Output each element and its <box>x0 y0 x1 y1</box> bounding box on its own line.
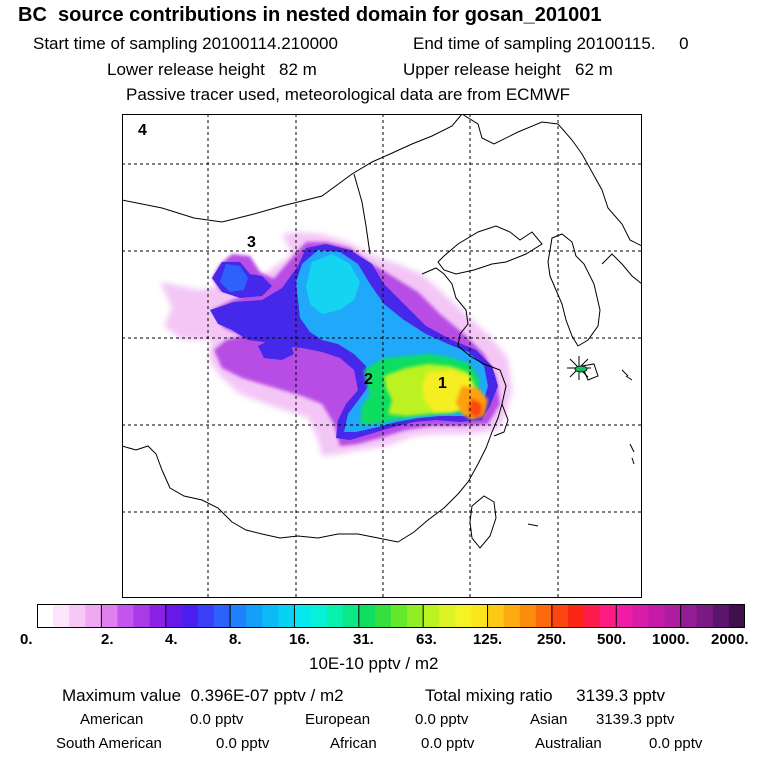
colorbar-cell <box>246 604 263 628</box>
south-american-value: 0.0 pptv <box>216 735 270 752</box>
page-title: BC source contributions in nested domain… <box>18 4 602 26</box>
colorbar-cell <box>632 604 650 628</box>
colorbar <box>37 604 745 628</box>
colorbar-cell <box>519 604 537 628</box>
colorbar-cell <box>262 604 279 628</box>
colorbar-tick-label: 4. <box>165 631 178 648</box>
colorbar-cell <box>342 604 360 628</box>
colorbar-cell <box>728 604 745 628</box>
colorbar-unit: 10E-10 pptv / m2 <box>309 654 439 673</box>
colorbar-cell <box>535 604 553 628</box>
gosan-star-icon <box>567 356 591 380</box>
colorbar-cell <box>278 604 296 628</box>
colorbar-cell <box>471 604 489 628</box>
colorbar-tick-label: 2. <box>101 631 114 648</box>
graticule <box>122 114 642 598</box>
colorbar-cell <box>455 604 473 628</box>
american-label: American <box>80 711 144 728</box>
colorbar-cell <box>712 604 730 628</box>
colorbar-cell <box>197 604 215 628</box>
colorbar-cells <box>37 604 745 628</box>
colorbar-cell <box>551 604 569 628</box>
colorbar-cell <box>503 604 521 628</box>
colorbar-cell <box>664 604 682 628</box>
colorbar-frame <box>37 604 745 628</box>
european-value: 0.0 pptv <box>415 711 469 728</box>
colorbar-cell <box>165 604 183 628</box>
colorbar-cell <box>326 604 344 628</box>
colorbar-cell <box>69 604 86 628</box>
end-time-text: End time of sampling 20100115. 0 <box>413 34 689 53</box>
colorbar-cell <box>149 604 167 628</box>
colorbar-cell <box>181 604 199 628</box>
region-label-2: 2 <box>364 371 373 388</box>
colorbar-cell <box>37 604 54 628</box>
colorbar-cell <box>230 604 247 628</box>
colorbar-cell <box>391 604 408 628</box>
colorbar-tick-label: 8. <box>229 631 242 648</box>
colorbar-cell <box>101 604 119 628</box>
colorbar-dividers <box>100 604 682 628</box>
colorbar-cell <box>680 604 698 628</box>
european-label: European <box>305 711 371 728</box>
map-panel: 1 2 3 4 <box>122 114 642 598</box>
australian-value: 0.0 pptv <box>649 735 703 752</box>
colorbar-cell <box>294 604 312 628</box>
colorbar-cell <box>600 604 617 628</box>
colorbar-cell <box>439 604 456 628</box>
colorbar-cell <box>584 604 601 628</box>
total-mixing-text: Total mixing ratio 3139.3 pptv <box>425 686 666 705</box>
region-label-4: 4 <box>138 122 147 139</box>
start-time-text: Start time of sampling 20100114.210000 <box>33 34 338 53</box>
colorbar-cell <box>53 604 70 628</box>
lower-release-text: Lower release height 82 m <box>107 60 317 79</box>
colorbar-cell <box>117 604 135 628</box>
australian-label: Australian <box>535 735 602 752</box>
colorbar-cell <box>696 604 714 628</box>
colorbar-cell <box>487 604 505 628</box>
colorbar-tick-label: 0. <box>20 631 33 648</box>
colorbar-cell <box>374 604 392 628</box>
upper-release-text: Upper release height 62 m <box>403 60 613 79</box>
colorbar-tick-label: 250. <box>537 631 567 648</box>
colorbar-tick-label: 1000. <box>652 631 690 648</box>
colorbar-cell <box>358 604 376 628</box>
colorbar-tick-label: 125. <box>473 631 503 648</box>
colorbar-cell <box>568 604 585 628</box>
south-american-label: South American <box>56 735 162 752</box>
tracer-note-text: Passive tracer used, meteorological data… <box>126 85 571 104</box>
colorbar-tick-label: 2000. <box>711 631 749 648</box>
region-label-1: 1 <box>438 375 447 392</box>
african-value: 0.0 pptv <box>421 735 475 752</box>
colorbar-cell <box>423 604 440 628</box>
colorbar-tick-label: 16. <box>289 631 310 648</box>
colorbar-cell <box>648 604 666 628</box>
colorbar-tick-label: 31. <box>353 631 374 648</box>
colorbar-cell <box>310 604 328 628</box>
region-label-3: 3 <box>247 234 256 251</box>
colorbar-cell <box>133 604 151 628</box>
plume-level-8 <box>456 386 488 420</box>
colorbar-tick-label: 63. <box>416 631 437 648</box>
american-value: 0.0 pptv <box>190 711 244 728</box>
colorbar-cell <box>616 604 633 628</box>
asian-label: Asian <box>530 711 568 728</box>
african-label: African <box>330 735 377 752</box>
colorbar-cell <box>214 604 231 628</box>
colorbar-cell <box>407 604 424 628</box>
colorbar-tick-label: 500. <box>597 631 627 648</box>
asian-value: 3139.3 pptv <box>596 711 675 728</box>
colorbar-cell <box>85 604 102 628</box>
map-frame <box>122 114 642 598</box>
max-value-text: Maximum value 0.396E-07 pptv / m2 <box>62 686 344 705</box>
plume-field <box>160 232 512 456</box>
